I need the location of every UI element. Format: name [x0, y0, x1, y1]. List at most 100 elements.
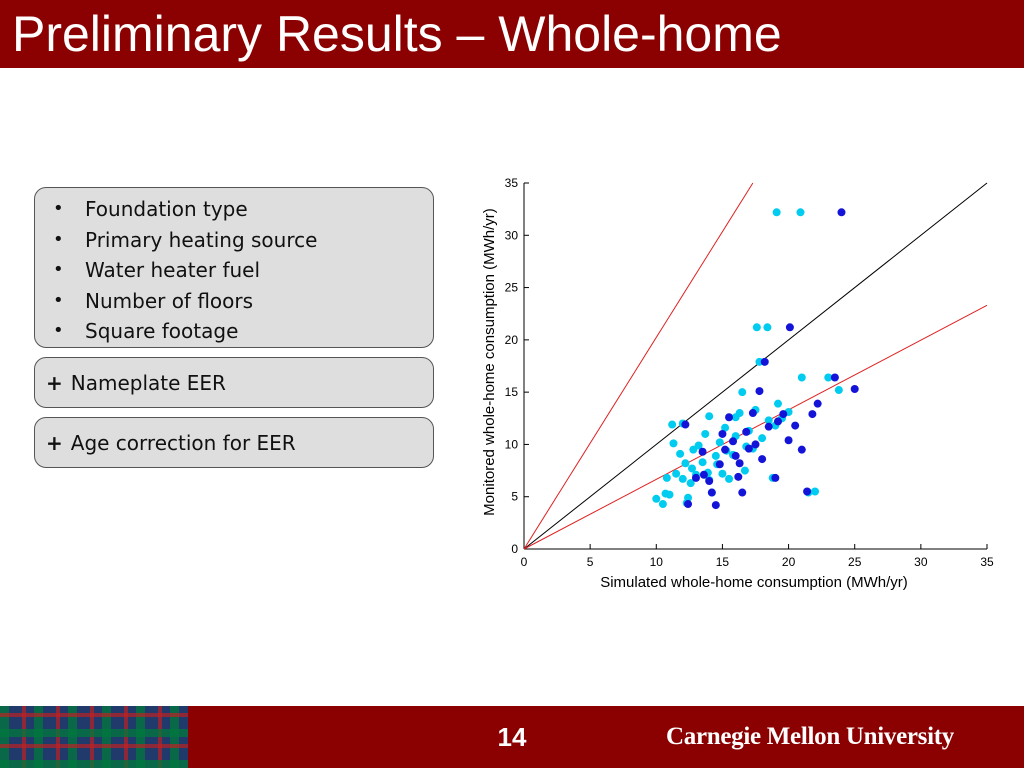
y-tick-label: 0 — [511, 542, 518, 556]
data-point-blue — [764, 422, 773, 431]
age-correction-label: Age correction for EER — [70, 431, 296, 455]
data-point-blue — [699, 470, 708, 479]
data-point-blue — [850, 385, 859, 394]
data-point-blue — [784, 436, 793, 445]
data-point-blue — [731, 451, 740, 460]
data-point-cyan — [688, 464, 697, 473]
list-item: • Foundation type — [35, 194, 433, 225]
data-point-blue — [725, 413, 734, 422]
y-tick-label: 5 — [511, 490, 518, 504]
data-point-cyan — [725, 474, 734, 483]
data-point-blue — [837, 208, 846, 217]
y-tick-label: 10 — [505, 437, 519, 451]
data-point-blue — [797, 445, 806, 454]
data-point-cyan — [686, 479, 695, 488]
nameplate-eer-label: Nameplate EER — [70, 371, 226, 395]
data-point-cyan — [694, 441, 703, 450]
x-tick-label: 25 — [848, 555, 862, 569]
data-point-cyan — [652, 494, 661, 503]
data-point-cyan — [738, 388, 747, 397]
footer-bar: 14 Carnegie Mellon University — [0, 706, 1024, 768]
data-point-cyan — [797, 373, 806, 382]
data-point-cyan — [773, 399, 782, 408]
list-item-label: Number of floors — [85, 288, 254, 313]
list-item-label: Foundation type — [85, 197, 248, 221]
bullet-marker: • — [53, 228, 64, 250]
data-point-cyan — [658, 500, 667, 509]
list-item-label: Primary heating source — [85, 227, 318, 252]
reference-line — [523, 182, 988, 550]
list-item: • Square footage — [35, 316, 433, 347]
data-point-cyan — [676, 449, 685, 458]
y-tick-label: 20 — [505, 333, 519, 347]
data-point-blue — [705, 477, 714, 486]
data-point-blue — [715, 460, 724, 469]
bullet-marker: • — [53, 289, 64, 311]
data-point-blue — [691, 473, 700, 482]
x-tick-label: 0 — [521, 555, 528, 569]
x-tick-label: 15 — [716, 555, 730, 569]
y-tick-label: 30 — [505, 228, 519, 242]
university-wordmark: Carnegie Mellon University — [666, 723, 954, 750]
data-point-cyan — [672, 469, 681, 478]
data-point-cyan — [678, 474, 687, 483]
y-axis-label: Monitored whole-home consumption (MWh/yr… — [481, 208, 498, 516]
data-point-blue — [751, 440, 760, 449]
data-point-blue — [735, 459, 744, 468]
list-item-label: Square footage — [85, 319, 239, 344]
factor-list-box: • Foundation type • Primary heating source… — [34, 187, 434, 348]
data-point-blue — [711, 501, 720, 510]
y-tick-label: 25 — [505, 281, 519, 295]
chart-axes: 0 5 10 15 20 25 30 35 0 5 10 15 20 25 30 35 — [505, 176, 994, 569]
data-point-cyan — [701, 429, 710, 438]
bullet-marker: • — [53, 259, 64, 281]
data-point-cyan — [669, 439, 678, 448]
list-item: • Number of floors — [35, 286, 433, 317]
data-point-blue — [744, 444, 753, 453]
data-point-cyan — [796, 208, 805, 217]
data-point-cyan — [681, 459, 690, 468]
data-point-blue — [803, 487, 812, 496]
data-point-cyan — [752, 323, 761, 332]
x-tick-label: 30 — [914, 555, 928, 569]
data-point-blue — [830, 373, 839, 382]
data-point-cyan — [824, 373, 833, 382]
data-point-blue — [808, 410, 817, 419]
list-item: • Primary heating source — [35, 225, 433, 256]
data-point-cyan — [705, 412, 714, 421]
data-point-cyan — [772, 208, 781, 217]
y-tick-label: 15 — [505, 385, 519, 399]
data-point-cyan — [811, 487, 820, 496]
data-point-cyan — [718, 469, 727, 478]
data-point-cyan — [740, 466, 749, 475]
data-point-blue — [758, 455, 767, 464]
tartan-pattern — [0, 706, 188, 768]
data-point-cyan — [698, 458, 707, 467]
data-point-blue — [742, 427, 751, 436]
data-point-blue — [779, 410, 788, 419]
upper-line — [523, 182, 754, 550]
data-point-cyan — [721, 423, 730, 432]
data-point-blue — [738, 488, 747, 497]
title-bar: Preliminary Results – Whole-home — [0, 0, 1024, 68]
data-point-cyan — [668, 420, 677, 429]
data-point-blue — [707, 488, 716, 497]
data-point-blue — [698, 447, 707, 456]
data-point-blue — [748, 409, 757, 418]
plus-icon: + — [46, 371, 63, 395]
data-point-cyan — [764, 416, 773, 425]
data-point-cyan — [715, 438, 724, 447]
data-point-cyan — [758, 434, 767, 443]
data-point-blue — [791, 421, 800, 430]
data-point-blue — [729, 437, 738, 446]
x-tick-label: 20 — [782, 555, 796, 569]
bullet-marker: • — [53, 198, 64, 219]
x-axis-label: Simulated whole-home consumption (MWh/yr… — [600, 574, 908, 591]
data-point-blue — [684, 500, 693, 509]
data-point-blue — [760, 357, 769, 366]
data-point-blue — [773, 417, 782, 426]
data-point-cyan — [661, 489, 670, 498]
data-point-cyan — [711, 451, 720, 460]
data-point-blue — [771, 473, 780, 482]
